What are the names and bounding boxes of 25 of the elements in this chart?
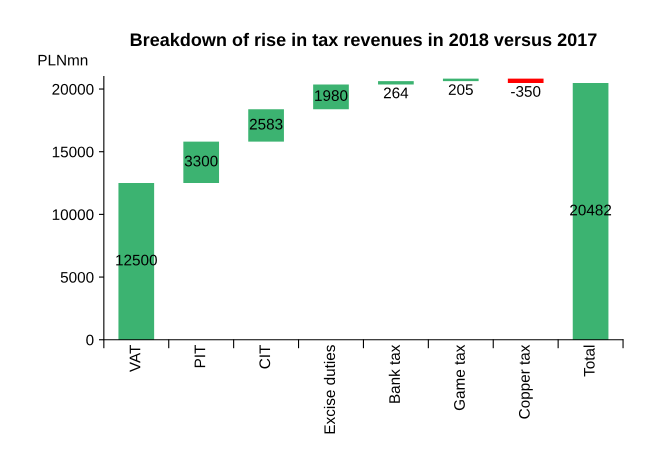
x-tick-label: CIT: [259, 344, 270, 368]
x-tick-label: Game tax: [454, 344, 465, 410]
y-tick-label: 5000: [60, 272, 94, 283]
bar: [378, 81, 414, 84]
y-tick-label: 10000: [52, 209, 94, 220]
y-tick-label: 20000: [52, 84, 94, 95]
y-axis-title: PLNmn: [38, 54, 88, 66]
x-tick-label: Total: [583, 346, 595, 377]
x-tick-label: Excise duties: [324, 345, 336, 434]
bar: [183, 142, 220, 184]
y-tick-label: 0: [86, 334, 94, 346]
bar: [508, 78, 544, 83]
bar: [442, 78, 479, 82]
data-label: -350: [511, 86, 540, 97]
data-label: 1980: [315, 90, 348, 101]
x-tick-label: Bank tax: [388, 344, 400, 403]
x-tick-label: PIT: [194, 344, 206, 368]
x-tick-label: VAT: [130, 344, 140, 372]
x-tick-label: Copper tax: [518, 344, 533, 419]
data-label: 2583: [250, 118, 282, 130]
y-tick-label: 15000: [52, 146, 94, 158]
chart-title: Breakdown of rise in tax revenues in 2018 versus 2017: [130, 32, 596, 46]
data-label: 3300: [184, 156, 218, 166]
data-label: 205: [448, 84, 473, 96]
data-label: 264: [384, 88, 408, 98]
